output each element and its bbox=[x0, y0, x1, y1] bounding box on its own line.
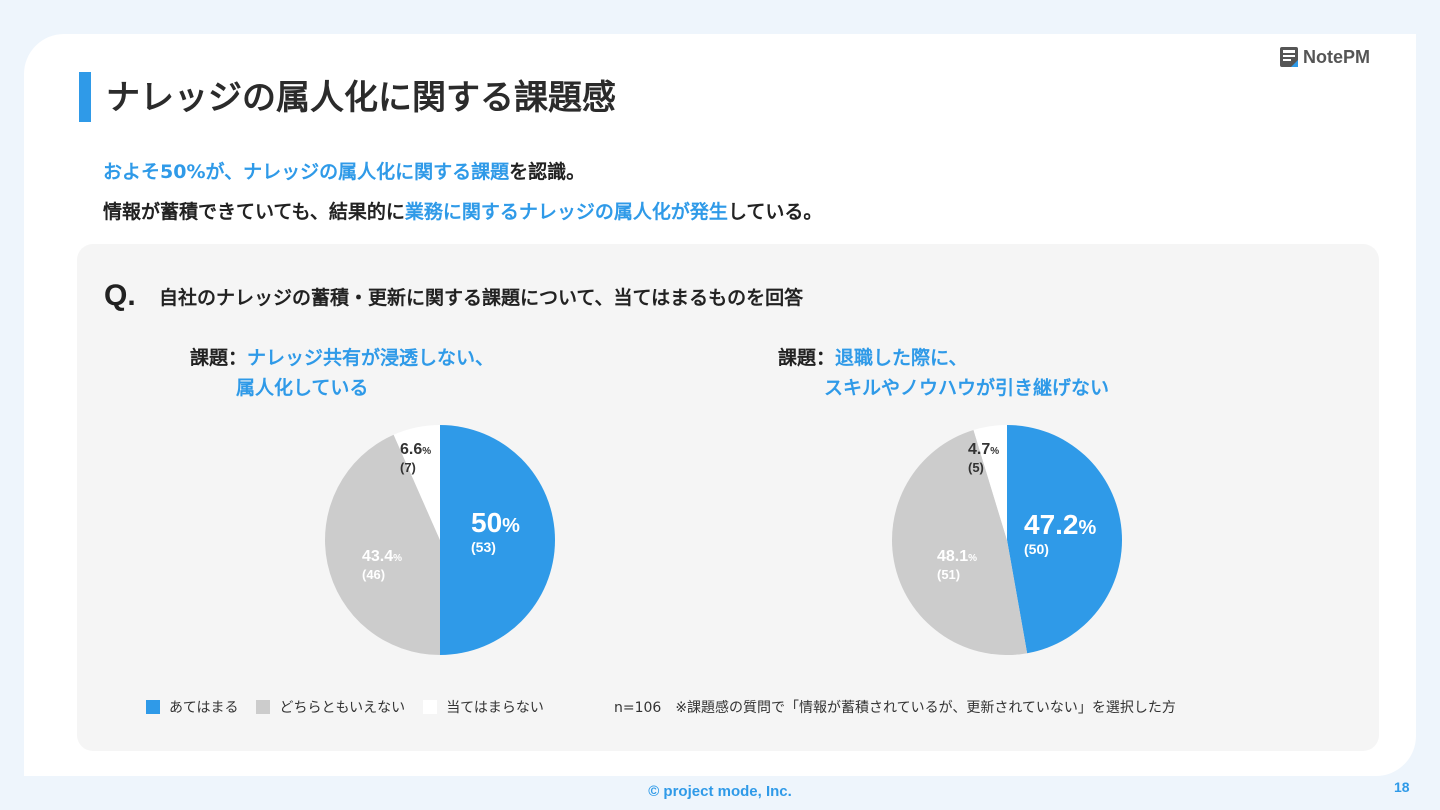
lead2-seg-1: 業務に関するナレッジの属人化が発生 bbox=[404, 201, 728, 223]
legend-item-neutral: どちらともいえない bbox=[256, 697, 405, 717]
chart1-title-line1: ナレッジ共有が浸透しない、 bbox=[247, 347, 495, 369]
legend-item-not: 当てはまらない bbox=[423, 697, 544, 717]
lead2-seg-0: 情報が蓄積できていても、結果的に bbox=[103, 201, 405, 223]
percent-sign: % bbox=[393, 553, 403, 564]
legend-swatch-applies bbox=[146, 700, 160, 714]
chart2-title: 課題：退職した際に、 スキルやノウハウが引き継げない bbox=[778, 343, 1109, 399]
pie1-slice-neutral bbox=[325, 434, 440, 655]
chart1-value-neutral: 43.4 bbox=[362, 548, 394, 565]
page-number: 18 bbox=[1394, 779, 1410, 795]
chart2-value-applies: 47.2 bbox=[1024, 509, 1079, 540]
pie2-slice-neutral bbox=[892, 429, 1028, 655]
chart1-label-not: 6.6% (7) bbox=[400, 441, 431, 476]
percent-sign: % bbox=[1078, 517, 1097, 539]
chart1-value-applies: 50 bbox=[471, 507, 503, 538]
legend-label-applies: あてはまる bbox=[169, 700, 239, 716]
chart1-value-not: 6.6 bbox=[400, 441, 423, 458]
pie1-slice-not bbox=[393, 425, 440, 540]
title-accent-bar bbox=[79, 72, 91, 122]
notepm-logo: NotePM bbox=[1279, 45, 1370, 69]
chart1-count-applies: (53) bbox=[471, 538, 496, 555]
pie2-slice-applies bbox=[1007, 425, 1122, 654]
lead1-seg-0: およそ50%が、 bbox=[103, 161, 244, 183]
lead-line-1: およそ50%が、ナレッジの属人化に関する課題を認識。 bbox=[103, 157, 585, 184]
chart2-title-prefix: 課題： bbox=[778, 347, 836, 369]
logo-text: NotePM bbox=[1303, 46, 1370, 67]
lead2-seg-2: している。 bbox=[727, 201, 823, 223]
chart2-label-not: 4.7% (5) bbox=[968, 441, 999, 476]
lead1-seg-2: を認識。 bbox=[509, 161, 586, 183]
chart1-label-applies: 50% (53) bbox=[471, 507, 520, 556]
percent-sign: % bbox=[422, 446, 432, 457]
chart2-count-not: (5) bbox=[968, 459, 984, 475]
chart2-count-applies: (50) bbox=[1024, 540, 1049, 557]
percent-sign: % bbox=[968, 553, 978, 564]
copyright: © project mode, Inc. bbox=[648, 783, 792, 800]
chart2-label-neutral: 48.1% (51) bbox=[937, 548, 977, 583]
lead-line-2: 情報が蓄積できていても、結果的に業務に関するナレッジの属人化が発生している。 bbox=[103, 197, 822, 224]
legend-swatch-neutral bbox=[256, 700, 271, 714]
legend-label-not: 当てはまらない bbox=[446, 700, 544, 716]
notepm-logo-icon bbox=[1280, 47, 1298, 67]
sample-note: n=106 ※課題感の質問で「情報が蓄積されているが、更新されていない」を選択し… bbox=[614, 700, 1176, 716]
chart1-count-neutral: (46) bbox=[362, 566, 386, 582]
percent-sign: % bbox=[502, 515, 520, 537]
legend-label-neutral: どちらともいえない bbox=[279, 700, 406, 716]
chart2-label-applies: 47.2% (50) bbox=[1024, 509, 1097, 558]
pie-chart-2 bbox=[892, 425, 1122, 655]
chart1-label-neutral: 43.4% (46) bbox=[362, 548, 402, 583]
chart2-value-not: 4.7 bbox=[968, 441, 991, 458]
page-title: ナレッジの属人化に関する課題感 bbox=[106, 78, 616, 118]
chart2-title-line1: 退職した際に、 bbox=[835, 347, 968, 369]
chart1-title-line2: 属人化している bbox=[236, 377, 369, 399]
question-mark: Q. bbox=[104, 279, 136, 312]
question-text: 自社のナレッジの蓄積・更新に関する課題について、当てはまるものを回答 bbox=[159, 287, 804, 309]
pie2-slice-not bbox=[973, 425, 1007, 540]
chart2-value-neutral: 48.1 bbox=[937, 548, 969, 565]
chart2-title-line2: スキルやノウハウが引き継げない bbox=[824, 377, 1110, 399]
pie-chart-1 bbox=[325, 425, 555, 655]
percent-sign: % bbox=[990, 446, 1000, 457]
legend: あてはまる どちらともいえない 当てはまらない bbox=[146, 697, 562, 717]
chart2-count-neutral: (51) bbox=[937, 566, 961, 582]
pie1-slice-applies bbox=[440, 425, 555, 655]
legend-item-applies: あてはまる bbox=[146, 697, 238, 717]
chart1-title-prefix: 課題： bbox=[190, 347, 248, 369]
chart-panel bbox=[77, 244, 1379, 751]
chart1-count-not: (7) bbox=[400, 459, 416, 475]
chart1-title: 課題：ナレッジ共有が浸透しない、 属人化している bbox=[190, 343, 495, 399]
legend-swatch-not bbox=[423, 700, 438, 714]
lead1-seg-1: ナレッジの属人化に関する課題 bbox=[243, 161, 510, 183]
